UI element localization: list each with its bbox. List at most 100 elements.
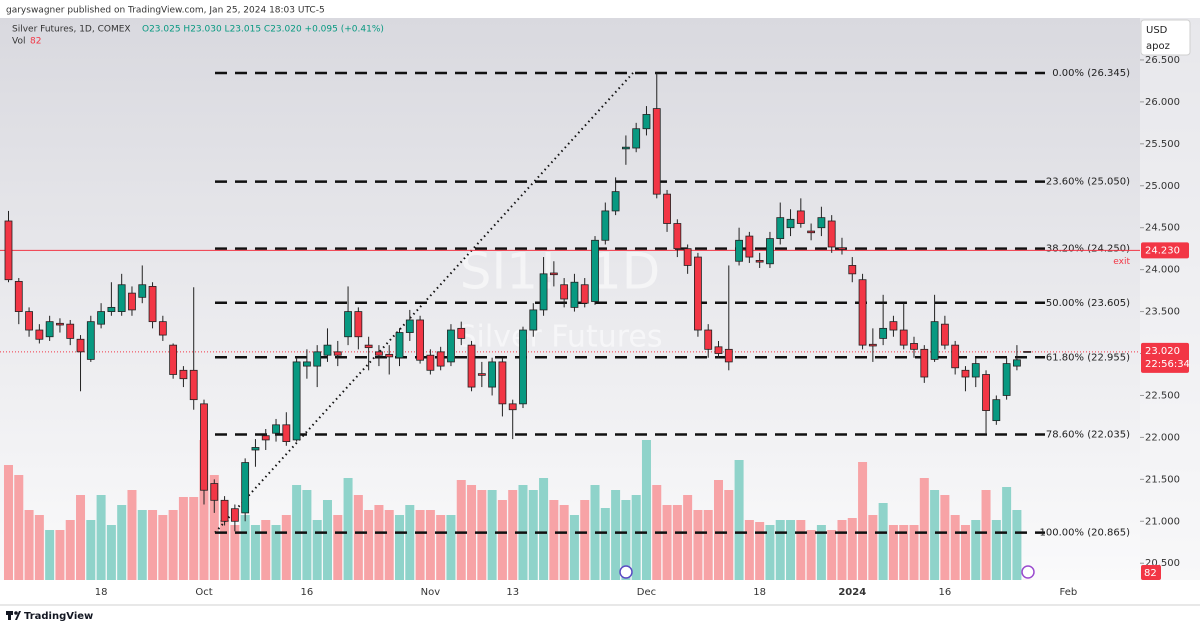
candle-body	[931, 322, 938, 360]
candle-body	[98, 312, 105, 325]
volume-bar	[992, 520, 1001, 580]
volume-bar	[930, 490, 939, 580]
volume-bar	[179, 497, 188, 580]
volume-bar	[837, 520, 846, 580]
volume-bar	[374, 505, 383, 580]
x-tick-label: 18	[753, 587, 766, 598]
candle-body	[777, 218, 784, 239]
candle-body	[900, 330, 907, 345]
fib-level-label: 38.20% (24.250)	[1046, 244, 1130, 255]
candle-body	[519, 330, 526, 404]
candle-body	[756, 260, 763, 262]
candle-body	[694, 257, 701, 330]
candle-body	[550, 273, 557, 275]
volume-bar	[508, 490, 517, 580]
x-tick-label: 18	[95, 587, 108, 598]
x-tick-label: Feb	[1060, 587, 1078, 598]
y-tick-label: 21.000	[1145, 516, 1180, 527]
candle-body	[149, 286, 156, 321]
candle-body	[355, 312, 362, 337]
candle-body	[5, 221, 12, 280]
candle-body	[118, 285, 125, 312]
candle-body	[499, 362, 506, 404]
y-tick-label: 26.500	[1145, 55, 1180, 66]
candle-body	[396, 333, 403, 358]
legend-volume-value: 82	[30, 37, 41, 47]
candle-body	[684, 249, 691, 266]
header: garyswagner published on TradingView.com…	[6, 6, 325, 16]
volume-bar	[385, 510, 394, 580]
volume-bar	[127, 490, 136, 580]
volume-bar	[683, 495, 692, 580]
event-icon[interactable]	[1022, 566, 1034, 578]
legend-volume-label: Vol	[12, 37, 25, 47]
legend-symbol: Silver Futures, 1D, COMEX	[12, 25, 131, 35]
volume-bar	[477, 490, 486, 580]
volume-bar	[241, 515, 250, 580]
volume-bar	[776, 520, 785, 580]
volume-bar	[786, 520, 795, 580]
candle-body	[375, 352, 382, 355]
candle-body	[365, 345, 372, 348]
x-tick-label: Dec	[637, 587, 656, 598]
candle-body	[417, 320, 424, 360]
volume-bar	[354, 495, 363, 580]
volume-bar	[693, 510, 702, 580]
candle-body	[345, 312, 352, 337]
y-tick-label: 22.500	[1145, 390, 1180, 401]
candle-body	[190, 370, 197, 399]
volume-bar	[673, 505, 682, 580]
volume-bar	[66, 520, 75, 580]
y-tick-label: 22.000	[1145, 432, 1180, 443]
candle-body	[725, 349, 732, 362]
candle-body	[540, 274, 547, 310]
volume-bar	[138, 510, 147, 580]
candle-body	[211, 484, 218, 501]
event-icon[interactable]	[620, 566, 632, 578]
candle-body	[386, 354, 393, 357]
candle-body	[880, 328, 887, 338]
candle-body	[489, 362, 496, 387]
volume-bar	[560, 505, 569, 580]
candle-body	[633, 129, 640, 148]
legend-ohlc: O23.025 H23.030 L23.015 C23.020 +0.095 (…	[142, 25, 384, 35]
candle-body	[962, 370, 969, 377]
candle-body	[581, 285, 588, 303]
volume-bar	[704, 510, 713, 580]
volume-bar	[951, 515, 960, 580]
y-tick-label: 24.000	[1145, 265, 1180, 276]
fib-level-label: 61.80% (22.955)	[1046, 352, 1130, 363]
candle-body	[159, 322, 166, 335]
candle-body	[324, 345, 331, 355]
volume-bar	[86, 520, 95, 580]
volume-bar	[364, 510, 373, 580]
countdown-label: 22:56:34	[1145, 359, 1190, 370]
candle-body	[262, 436, 269, 440]
candle-body	[221, 500, 228, 521]
currency[interactable]: USD	[1146, 25, 1168, 36]
layout-name[interactable]: apoz	[1146, 41, 1170, 52]
candle-body	[664, 194, 671, 223]
candle-body	[1003, 364, 1010, 396]
volume-bar	[488, 490, 497, 580]
candle-body	[972, 364, 979, 377]
candle-body	[921, 349, 928, 377]
candle-body	[77, 339, 84, 352]
candle-body	[715, 347, 722, 354]
candle-body	[1013, 360, 1020, 366]
volume-bar	[117, 505, 126, 580]
volume-bar	[879, 503, 888, 580]
candle-body	[231, 509, 238, 522]
volume-bar	[169, 510, 178, 580]
brand-logo	[6, 611, 21, 620]
x-tick-label: 2024	[838, 587, 866, 598]
candle-body	[797, 211, 804, 224]
candle-body	[293, 362, 300, 440]
candle-body	[952, 345, 959, 368]
volume-bar	[868, 515, 877, 580]
candle-body	[653, 109, 660, 195]
volume-bar	[457, 480, 466, 580]
candle-body	[530, 310, 537, 330]
volume-bar	[158, 515, 167, 580]
volume-bar	[796, 520, 805, 580]
